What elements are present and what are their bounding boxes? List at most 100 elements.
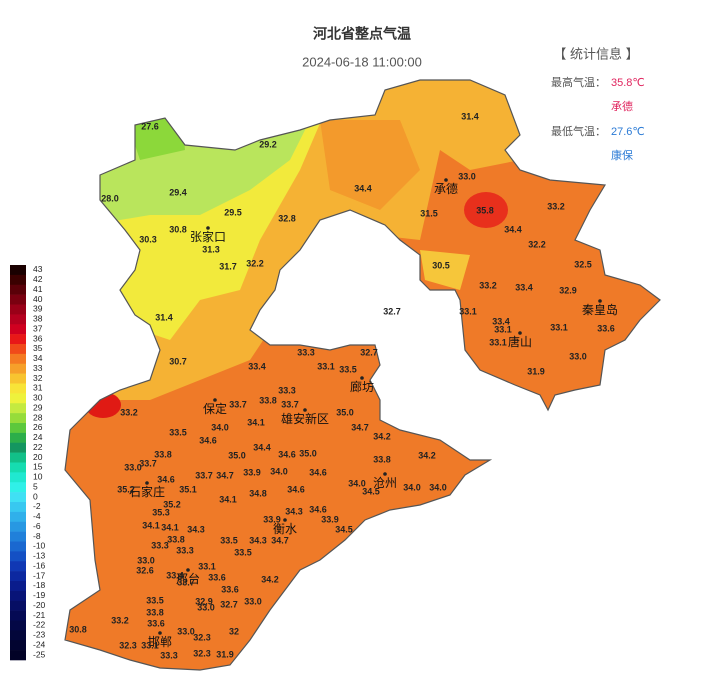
station-reading: 30.5 xyxy=(432,260,450,270)
station-reading: 29.5 xyxy=(224,207,242,217)
legend-label: 42 xyxy=(33,274,43,284)
station-reading: 33.2 xyxy=(120,407,138,417)
legend-label: 35 xyxy=(33,343,43,353)
legend-label: -6 xyxy=(33,521,41,531)
city-dot xyxy=(283,518,287,522)
min-label: 最低气温： xyxy=(551,124,606,138)
legend-swatch xyxy=(10,472,26,483)
station-reading: 33.7 xyxy=(229,399,247,409)
legend-label: 24 xyxy=(33,432,43,442)
legend-label: -24 xyxy=(33,639,46,649)
legend-swatch xyxy=(10,383,26,394)
station-reading: 33.1 xyxy=(494,324,512,334)
legend-swatch xyxy=(10,442,26,453)
city-dot xyxy=(186,568,190,572)
city-name: 衡水 xyxy=(273,522,297,536)
station-reading: 34.0 xyxy=(348,478,366,488)
station-reading: 33.6 xyxy=(597,323,615,333)
legend-swatch xyxy=(10,531,26,542)
legend-swatch xyxy=(10,650,26,661)
station-reading: 34.4 xyxy=(253,442,271,452)
station-reading: 34.1 xyxy=(142,520,160,530)
station-reading: 33.0 xyxy=(177,626,195,636)
station-reading: 33.6 xyxy=(147,618,165,628)
legend-label: 43 xyxy=(33,264,43,274)
legend-swatch xyxy=(10,363,26,374)
min-station: 康保 xyxy=(611,148,633,162)
station-reading: 34.2 xyxy=(261,574,279,584)
station-reading: 33.7 xyxy=(139,458,157,468)
legend-label: -2 xyxy=(33,501,41,511)
legend-label: 20 xyxy=(33,452,43,462)
station-reading: 33.1 xyxy=(489,337,507,347)
station-reading: 34.7 xyxy=(216,470,234,480)
city-dot xyxy=(206,226,210,230)
station-reading: 33.1 xyxy=(317,361,335,371)
legend-swatch xyxy=(10,561,26,572)
legend-swatch xyxy=(10,423,26,434)
station-reading: 33.0 xyxy=(197,602,215,612)
legend-swatch xyxy=(10,640,26,651)
station-reading: 34.2 xyxy=(418,450,436,460)
station-reading: 32.9 xyxy=(195,596,213,606)
city-name: 邢台 xyxy=(176,571,200,586)
station-reading: 33.3 xyxy=(151,540,169,550)
legend-label: 0 xyxy=(33,491,38,501)
station-reading: 34.0 xyxy=(403,482,421,492)
max-value: 35.8℃ xyxy=(611,77,645,89)
legend-label: 40 xyxy=(33,294,43,304)
city-dot xyxy=(360,376,364,380)
station-reading: 33.2 xyxy=(479,280,497,290)
station-reading: 32.6 xyxy=(136,565,154,575)
legend-label: 10 xyxy=(33,472,43,482)
station-reading: 33.3 xyxy=(297,347,315,357)
legend-label: 30 xyxy=(33,393,43,403)
station-reading: 29.2 xyxy=(259,139,277,149)
station-reading: 32.3 xyxy=(193,648,211,658)
city-dot xyxy=(518,331,522,335)
station-reading: 34.6 xyxy=(199,435,217,445)
station-reading: 34.2 xyxy=(373,431,391,441)
station-reading: 32.2 xyxy=(246,258,264,268)
legend-swatch xyxy=(10,620,26,631)
station-reading: 32 xyxy=(229,626,239,636)
city-name: 秦皇岛 xyxy=(582,302,618,317)
station-reading: 33.8 xyxy=(373,454,391,464)
legend-label: 28 xyxy=(33,412,43,422)
station-reading: 34.1 xyxy=(219,494,237,504)
legend-label: 36 xyxy=(33,333,43,343)
station-reading: 34.3 xyxy=(187,524,205,534)
station-reading: 30.8 xyxy=(169,224,187,234)
station-reading: 34.3 xyxy=(285,506,303,516)
station-reading: 33.3 xyxy=(160,650,178,660)
station-reading: 33.0 xyxy=(244,596,262,606)
stats-heading: 【 统计信息 】 xyxy=(553,46,638,61)
title: 河北省整点气温 xyxy=(313,26,411,42)
legend-swatch xyxy=(10,492,26,503)
station-reading: 33.4 xyxy=(248,361,266,371)
station-reading: 35.0 xyxy=(336,407,354,417)
legend-label: 37 xyxy=(33,323,43,333)
legend-label: 15 xyxy=(33,462,43,472)
station-reading: 33.7 xyxy=(281,399,299,409)
station-reading: 31.5 xyxy=(420,208,438,218)
station-reading: 33.4 xyxy=(166,570,184,580)
station-reading: 34.4 xyxy=(354,183,372,193)
station-reading: 33.3 xyxy=(278,385,296,395)
legend-swatch xyxy=(10,462,26,473)
legend-swatch xyxy=(10,590,26,602)
legend-swatch xyxy=(10,353,26,365)
station-reading: 33.7 xyxy=(177,577,195,587)
station-reading: 30.8 xyxy=(69,624,87,634)
station-reading: 32.8 xyxy=(278,213,296,223)
legend-label: 31 xyxy=(33,383,43,393)
station-reading: 32.3 xyxy=(119,640,137,650)
legend-label: -20 xyxy=(33,600,46,610)
station-reading: 33.8 xyxy=(167,534,185,544)
station-reading: 33.8 xyxy=(259,395,277,405)
station-reading: 32.2 xyxy=(528,239,546,249)
legend-label: -13 xyxy=(33,551,46,561)
station-reading: 32.9 xyxy=(559,285,577,295)
station-reading: 33.9 xyxy=(263,514,281,524)
